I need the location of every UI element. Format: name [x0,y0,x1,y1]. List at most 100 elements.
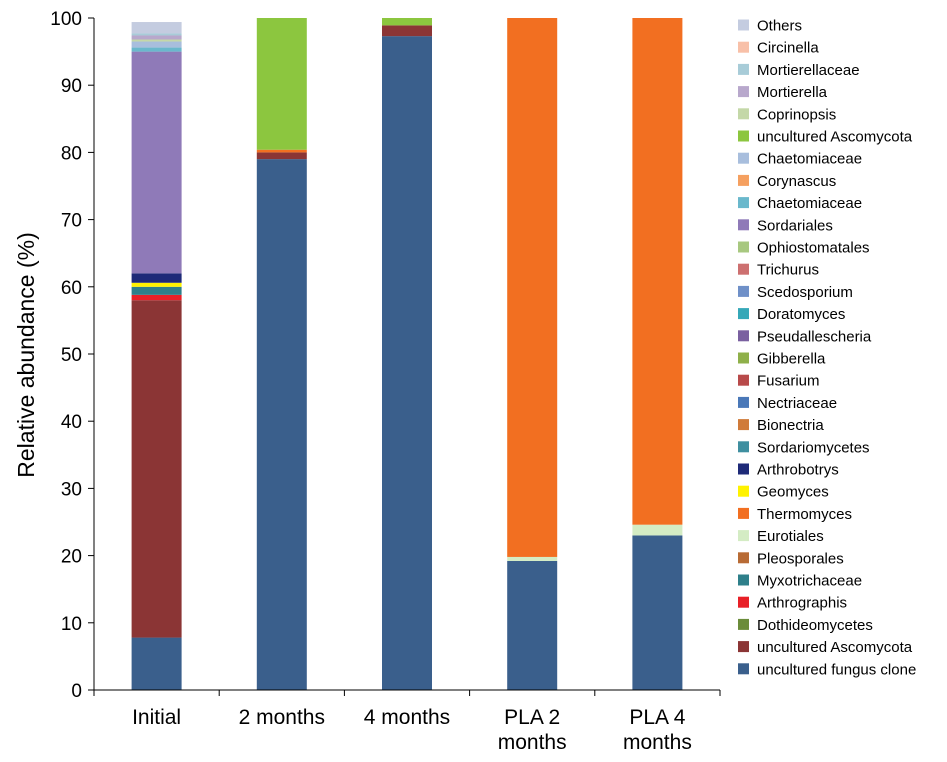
bar-segment [131,39,182,42]
legend-item: Doratomyces [738,306,845,323]
legend-label: Geomyces [757,484,829,501]
legend-item: Circinella [738,40,819,57]
bar-segment [507,556,558,561]
y-tick-label: 70 [61,211,82,232]
legend-swatch [738,219,749,231]
legend-swatch [738,574,749,586]
bar-segment [382,25,432,37]
legend-item: Corynascus [738,173,836,190]
legend-label: Pleosporales [757,550,844,567]
legend-item: Arthrographis [738,595,847,612]
legend-swatch [738,130,749,142]
legend-swatch [738,463,749,475]
y-tick-label: 40 [61,412,82,433]
legend-swatch [738,63,749,75]
legend-item: Gibberella [738,351,826,368]
legend-label: Mortierellaceae [757,62,860,79]
y-axis: 0 10 20 30 40 50 60 70 80 90 100 [50,9,95,702]
legend-label: uncultured Ascomycota [757,639,913,656]
legend-swatch [738,308,749,320]
legend-swatch [738,663,749,675]
y-tick-label: 10 [61,614,82,635]
legend-item: Sordariomycetes [738,439,870,456]
legend-item: uncultured Ascomycota [738,639,913,656]
legend-item: Myxotrichaceae [738,573,862,590]
legend-swatch [738,530,749,542]
bar-segment [131,300,182,638]
bar-segment [632,18,683,525]
bar-segment [507,560,558,690]
legend-swatch [738,552,749,564]
legend-item: Arthrobotrys [738,462,839,479]
bar-segment [256,18,307,150]
legend-item: Others [738,18,802,35]
bar-segment [131,51,182,274]
legend-item: Dothideomycetes [738,617,873,634]
legend-label: Trichurus [757,262,819,279]
legend-item: Geomyces [738,484,829,501]
legend-swatch [738,374,749,386]
legend-label: Fusarium [757,373,820,390]
legend-swatch [738,108,749,120]
bar-segment [507,18,558,557]
legend-item: Sordariales [738,217,833,234]
legend-label: Circinella [757,40,819,57]
legend-label: uncultured Ascomycota [757,129,913,146]
y-tick-label: 50 [61,345,82,366]
legend-label: Corynascus [757,173,836,190]
legend-label: Chaetomiaceae [757,151,862,168]
legend-swatch [738,507,749,519]
legend-swatch [738,618,749,630]
legend-swatch [738,174,749,186]
legend-label: Ophiostomatales [757,240,870,257]
legend-label: Others [757,18,802,35]
legend-label: Nectriaceae [757,395,837,412]
legend-label: uncultured fungus clone [757,661,916,678]
bar-segment [131,637,182,690]
legend-item: Nectriaceae [738,395,837,412]
legend-swatch [738,152,749,164]
legend-label: Thermomyces [757,506,852,523]
legend-label: Sordariomycetes [757,439,870,456]
bar-group [131,18,683,690]
bar-segment [131,273,182,283]
legend-swatch [738,396,749,408]
legend-swatch [738,197,749,209]
legend-item: Chaetomiaceae [738,195,862,212]
legend-label: Bionectria [757,417,824,434]
y-tick-label: 20 [61,547,82,568]
legend-label: Dothideomycetes [757,617,873,634]
legend-label: Doratomyces [757,306,845,323]
legend-item: Pseudallescheria [738,328,872,345]
legend-item: Chaetomiaceae [738,151,862,168]
bar-segment [131,294,182,301]
bar-segment [131,22,182,34]
y-tick-label: 60 [61,278,82,299]
x-category-label: 4 months [364,706,450,729]
legend-label: Pseudallescheria [757,328,872,345]
bar-segment [131,286,182,295]
legend-item: Pleosporales [738,550,844,567]
legend-item: Fusarium [738,373,820,390]
y-tick-label: 80 [61,143,82,164]
legend-item: Eurotiales [738,528,824,545]
y-tick-label: 90 [61,76,82,97]
legend-item: Coprinopsis [738,106,836,123]
legend-item: Mortierellaceae [738,62,860,79]
legend-swatch [738,241,749,253]
legend-label: Arthrobotrys [757,462,839,479]
y-axis-title: Relative abundance (%) [13,232,39,477]
x-category-label: PLA 4 months [623,706,692,754]
legend-swatch [738,352,749,364]
legend-label: Mortierella [757,84,828,101]
legend-label: Myxotrichaceae [757,573,862,590]
legend-swatch [738,596,749,608]
legend-label: Scedosporium [757,284,853,301]
legend-swatch [738,641,749,653]
legend-item: uncultured Ascomycota [738,129,913,146]
legend-item: Thermomyces [738,506,852,523]
legend-swatch [738,263,749,275]
legend-label: Coprinopsis [757,106,836,123]
